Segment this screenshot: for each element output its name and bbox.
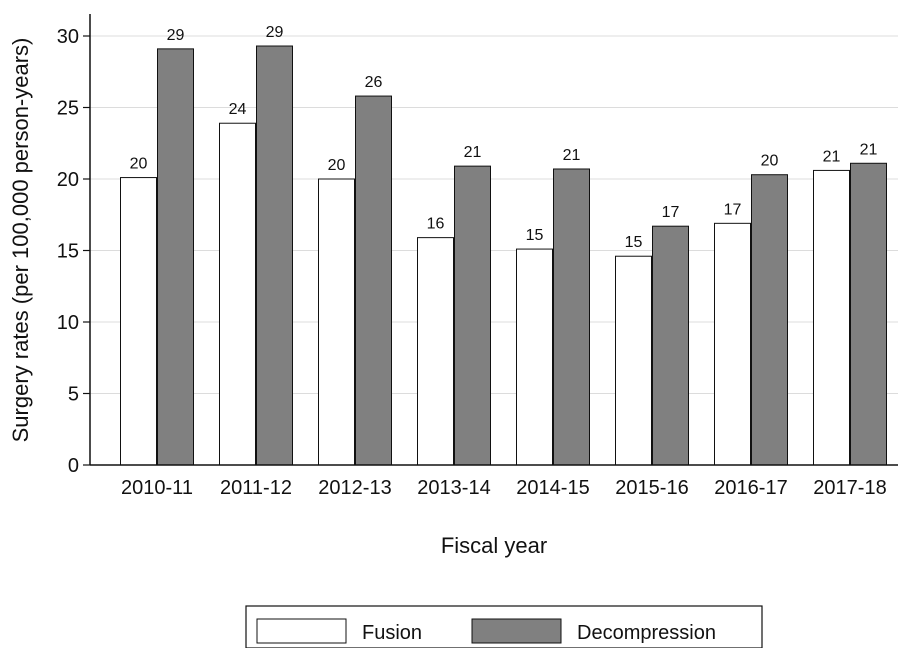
data-label: 20 — [130, 156, 148, 173]
legend-swatch-decompression — [471, 618, 562, 644]
data-label: 26 — [365, 74, 383, 91]
legend: Fusion Decompression — [245, 605, 763, 648]
bar-fusion — [219, 122, 256, 466]
bar-decompression — [157, 48, 194, 466]
bars — [120, 45, 887, 466]
x-tick-label: 2015-16 — [615, 477, 688, 499]
bar-fusion — [318, 178, 355, 466]
bar-decompression — [553, 168, 590, 466]
y-tick-label: 20 — [57, 169, 79, 191]
data-label: 20 — [328, 157, 346, 174]
y-tick-label: 30 — [57, 26, 79, 48]
x-tick-label: 2012-13 — [318, 477, 391, 499]
legend-swatch-fusion — [256, 618, 347, 644]
y-ticks: 0 5 10 15 20 25 30 — [57, 26, 90, 477]
x-tick-label: 2014-15 — [516, 477, 589, 499]
bar-decompression — [355, 95, 392, 466]
data-label: 17 — [724, 201, 742, 218]
data-label: 21 — [464, 144, 482, 161]
y-tick-label: 25 — [57, 98, 79, 120]
bar-decompression — [652, 225, 689, 466]
y-axis-title: Surgery rates (per 100,000 person-years) — [8, 38, 33, 443]
bar-fusion — [516, 248, 553, 466]
data-label: 15 — [625, 234, 643, 251]
data-label: 21 — [823, 148, 841, 165]
x-tick-label: 2011-12 — [220, 477, 292, 499]
x-tick-label: 2010-11 — [121, 477, 193, 499]
bar-fusion — [615, 255, 652, 466]
bar-decompression — [454, 165, 491, 466]
x-tick-label: 2016-17 — [714, 477, 787, 499]
y-tick-label: 0 — [68, 455, 79, 477]
x-ticks: 2010-11 2011-12 2012-13 2013-14 2014-15 2015-… — [121, 477, 887, 499]
data-labels: 20 29 24 29 20 26 16 21 15 21 15 17 17 20 21 21 — [130, 24, 878, 251]
data-label: 24 — [229, 101, 247, 118]
x-axis-title: Fiscal year — [441, 533, 547, 558]
bar-fusion — [714, 222, 751, 466]
y-tick-label: 15 — [57, 241, 79, 263]
data-label: 20 — [761, 153, 779, 170]
bar-decompression — [850, 162, 887, 466]
bar-decompression — [256, 45, 293, 466]
data-label: 29 — [266, 24, 284, 41]
y-tick-label: 10 — [57, 312, 79, 334]
bar-fusion — [417, 237, 454, 466]
bar-fusion — [120, 177, 157, 466]
legend-label-fusion: Fusion — [362, 622, 422, 644]
data-label: 21 — [563, 147, 581, 164]
x-tick-label: 2017-18 — [813, 477, 886, 499]
data-label: 21 — [860, 141, 878, 158]
axes — [89, 14, 898, 466]
bar-decompression — [751, 174, 788, 466]
y-tick-label: 5 — [68, 384, 79, 406]
data-label: 17 — [662, 204, 680, 221]
data-label: 15 — [526, 227, 544, 244]
x-tick-label: 2013-14 — [417, 477, 490, 499]
data-label: 29 — [167, 27, 185, 44]
bar-fusion — [813, 169, 850, 466]
legend-label-decompression: Decompression — [577, 622, 716, 644]
data-label: 16 — [427, 216, 445, 233]
